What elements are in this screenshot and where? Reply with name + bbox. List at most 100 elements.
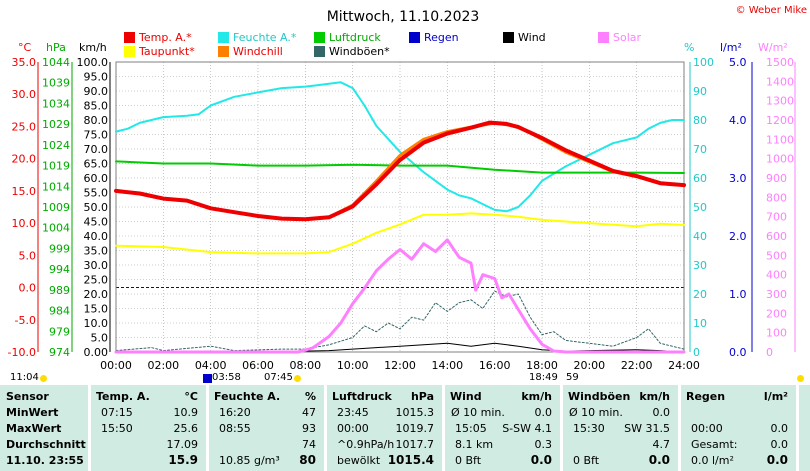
plot-frame [115, 61, 685, 353]
temp-tick-label: -5.0 [15, 314, 36, 327]
solar-tick-label: 100 [766, 327, 787, 340]
pressure-max-value: 1019.7 [395, 422, 435, 435]
legend-item-luftdruck: Luftdruck [314, 31, 381, 44]
legend-item-windchill: Windchill [218, 45, 283, 58]
series-line-windboeen [115, 290, 685, 352]
humidity-unit: % [304, 390, 316, 403]
humidity-tick-label: 30 [693, 259, 707, 272]
series-line-wind [115, 342, 685, 353]
wind-tick-label: 55.0 [84, 187, 109, 200]
pressure-avg-value: 1017.7 [395, 438, 435, 451]
humidity-min-value: 47 [302, 406, 316, 419]
pressure-tick-label: 984 [49, 305, 70, 318]
pressure-tick-label: 994 [49, 263, 70, 276]
x-tick-label: 00:00 [100, 359, 132, 372]
wind-unit: km/h [521, 390, 552, 403]
legend-label: Solar [613, 31, 642, 44]
x-tick-label: 24:00 [668, 359, 700, 372]
rain-total-label: Gesamt: [691, 438, 738, 451]
wind-tick-label: 95.0 [84, 71, 109, 84]
x-tick-label: 14:00 [431, 359, 463, 372]
humidity-header: Feuchte A. [214, 390, 281, 403]
sunset-label: 18:49 [529, 372, 558, 383]
pressure-tick-label: 1014 [42, 180, 70, 193]
solar-tick-label: 1000 [766, 153, 794, 166]
timeline-extra-label: 59 [566, 372, 579, 383]
min-label: MinWert [6, 406, 59, 419]
weather-chart: Mittwoch, 11.10.2023 © Weber Mike °C hPa… [8, 5, 807, 372]
humidity-min-time: 16:20 [219, 406, 251, 419]
legend-item-regen: Regen [409, 31, 459, 44]
temp-unit-label: °C [18, 41, 32, 54]
solar-tick-label: 400 [766, 269, 787, 282]
pressure-tick-label: 1024 [42, 139, 70, 152]
pressure-current-value: 1015.4 [387, 453, 434, 467]
humidity-current-note: 10.85 g/m³ [219, 454, 280, 467]
series-line-feuchte [115, 81, 685, 213]
humidity-unit-label: % [684, 41, 694, 54]
x-tick-label: 06:00 [242, 359, 274, 372]
solar-tick-label: 1500 [766, 56, 794, 69]
x-tick-label: 18:00 [526, 359, 558, 372]
series-line-taupunkt [115, 212, 685, 255]
humidity-tick-label: 100 [693, 56, 714, 69]
solar-tick-label: 600 [766, 230, 787, 243]
solar-tick-label: 1200 [766, 114, 794, 127]
wind-column: Wind km/h Ø 10 min. 0.0 15:05 S-SW 4.1 8.1 … [442, 385, 560, 471]
wind-tick-label: 60.0 [84, 172, 109, 185]
wind-tick-label: 80.0 [84, 114, 109, 127]
wind-tick-label: 25.0 [84, 274, 109, 287]
solar-tick-label: 900 [766, 172, 787, 185]
moon-icon [203, 374, 212, 383]
x-tick-label: 04:00 [195, 359, 227, 372]
x-tick-label: 22:00 [621, 359, 653, 372]
day-length-label: 11:04 [10, 372, 39, 383]
x-tick-label: 08:00 [289, 359, 321, 372]
wind-avg-value: 0.3 [534, 438, 553, 451]
legend-label: Feuchte A.* [233, 31, 297, 44]
temp-header: Temp. A. [96, 390, 150, 403]
humidity-tick-label: 20 [693, 288, 707, 301]
gust-unit: km/h [639, 390, 670, 403]
series-line-temp [114, 120, 686, 222]
humidity-tick-label: 10 [693, 317, 707, 330]
legend-swatch [314, 32, 325, 43]
pressure-tick-label: 1029 [42, 118, 70, 131]
chart-title: Mittwoch, 11.10.2023 [327, 9, 480, 25]
wind-current-value: 0.0 [530, 453, 552, 467]
rain-header: Regen [686, 390, 726, 403]
pressure-forecast: bewölkt [337, 454, 381, 467]
x-tick-label: 10:00 [337, 359, 369, 372]
pressure-tick-label: 989 [49, 284, 70, 297]
legend-label: Taupunkt* [139, 45, 195, 58]
sun-icon [294, 375, 301, 382]
row-label-column: Sensor MinWert MaxWert Durchschnitt 11.1… [0, 385, 88, 471]
pressure-tick-label: 999 [49, 242, 70, 255]
temp-current-value: 15.9 [168, 453, 198, 467]
solar-tick-label: 1300 [766, 95, 794, 108]
wind-tick-label: 15.0 [84, 303, 109, 316]
gust-min-value: 0.0 [652, 406, 671, 419]
wind-tick-label: 30.0 [84, 259, 109, 272]
legend-item-solar: Solar [598, 31, 641, 44]
wind-tick-label: 100.0 [77, 56, 109, 69]
humidity-avg-value: 74 [302, 438, 316, 451]
series-line-luftdruck [115, 160, 685, 174]
pressure-tick-label: 1039 [42, 77, 70, 90]
pressure-unit-label: hPa [46, 41, 66, 54]
legend-label: Windböen* [329, 45, 390, 58]
pressure-tick-label: 1044 [42, 56, 70, 69]
pressure-header: Luftdruck [332, 390, 392, 403]
humidity-tick-label: 90 [693, 85, 707, 98]
temp-tick-label: 15.0 [12, 185, 37, 198]
wind-tick-label: 45.0 [84, 216, 109, 229]
temp-tick-label: 20.0 [12, 153, 37, 166]
pressure-unit: hPa [410, 390, 434, 403]
wind-min-note: Ø 10 min. [451, 406, 505, 419]
legend-swatch [218, 32, 229, 43]
sun-icon [797, 375, 804, 382]
legend-label: Windchill [233, 45, 283, 58]
legend-label: Wind [518, 31, 546, 44]
pressure-tick-label: 1009 [42, 201, 70, 214]
wind-tick-label: 70.0 [84, 143, 109, 156]
